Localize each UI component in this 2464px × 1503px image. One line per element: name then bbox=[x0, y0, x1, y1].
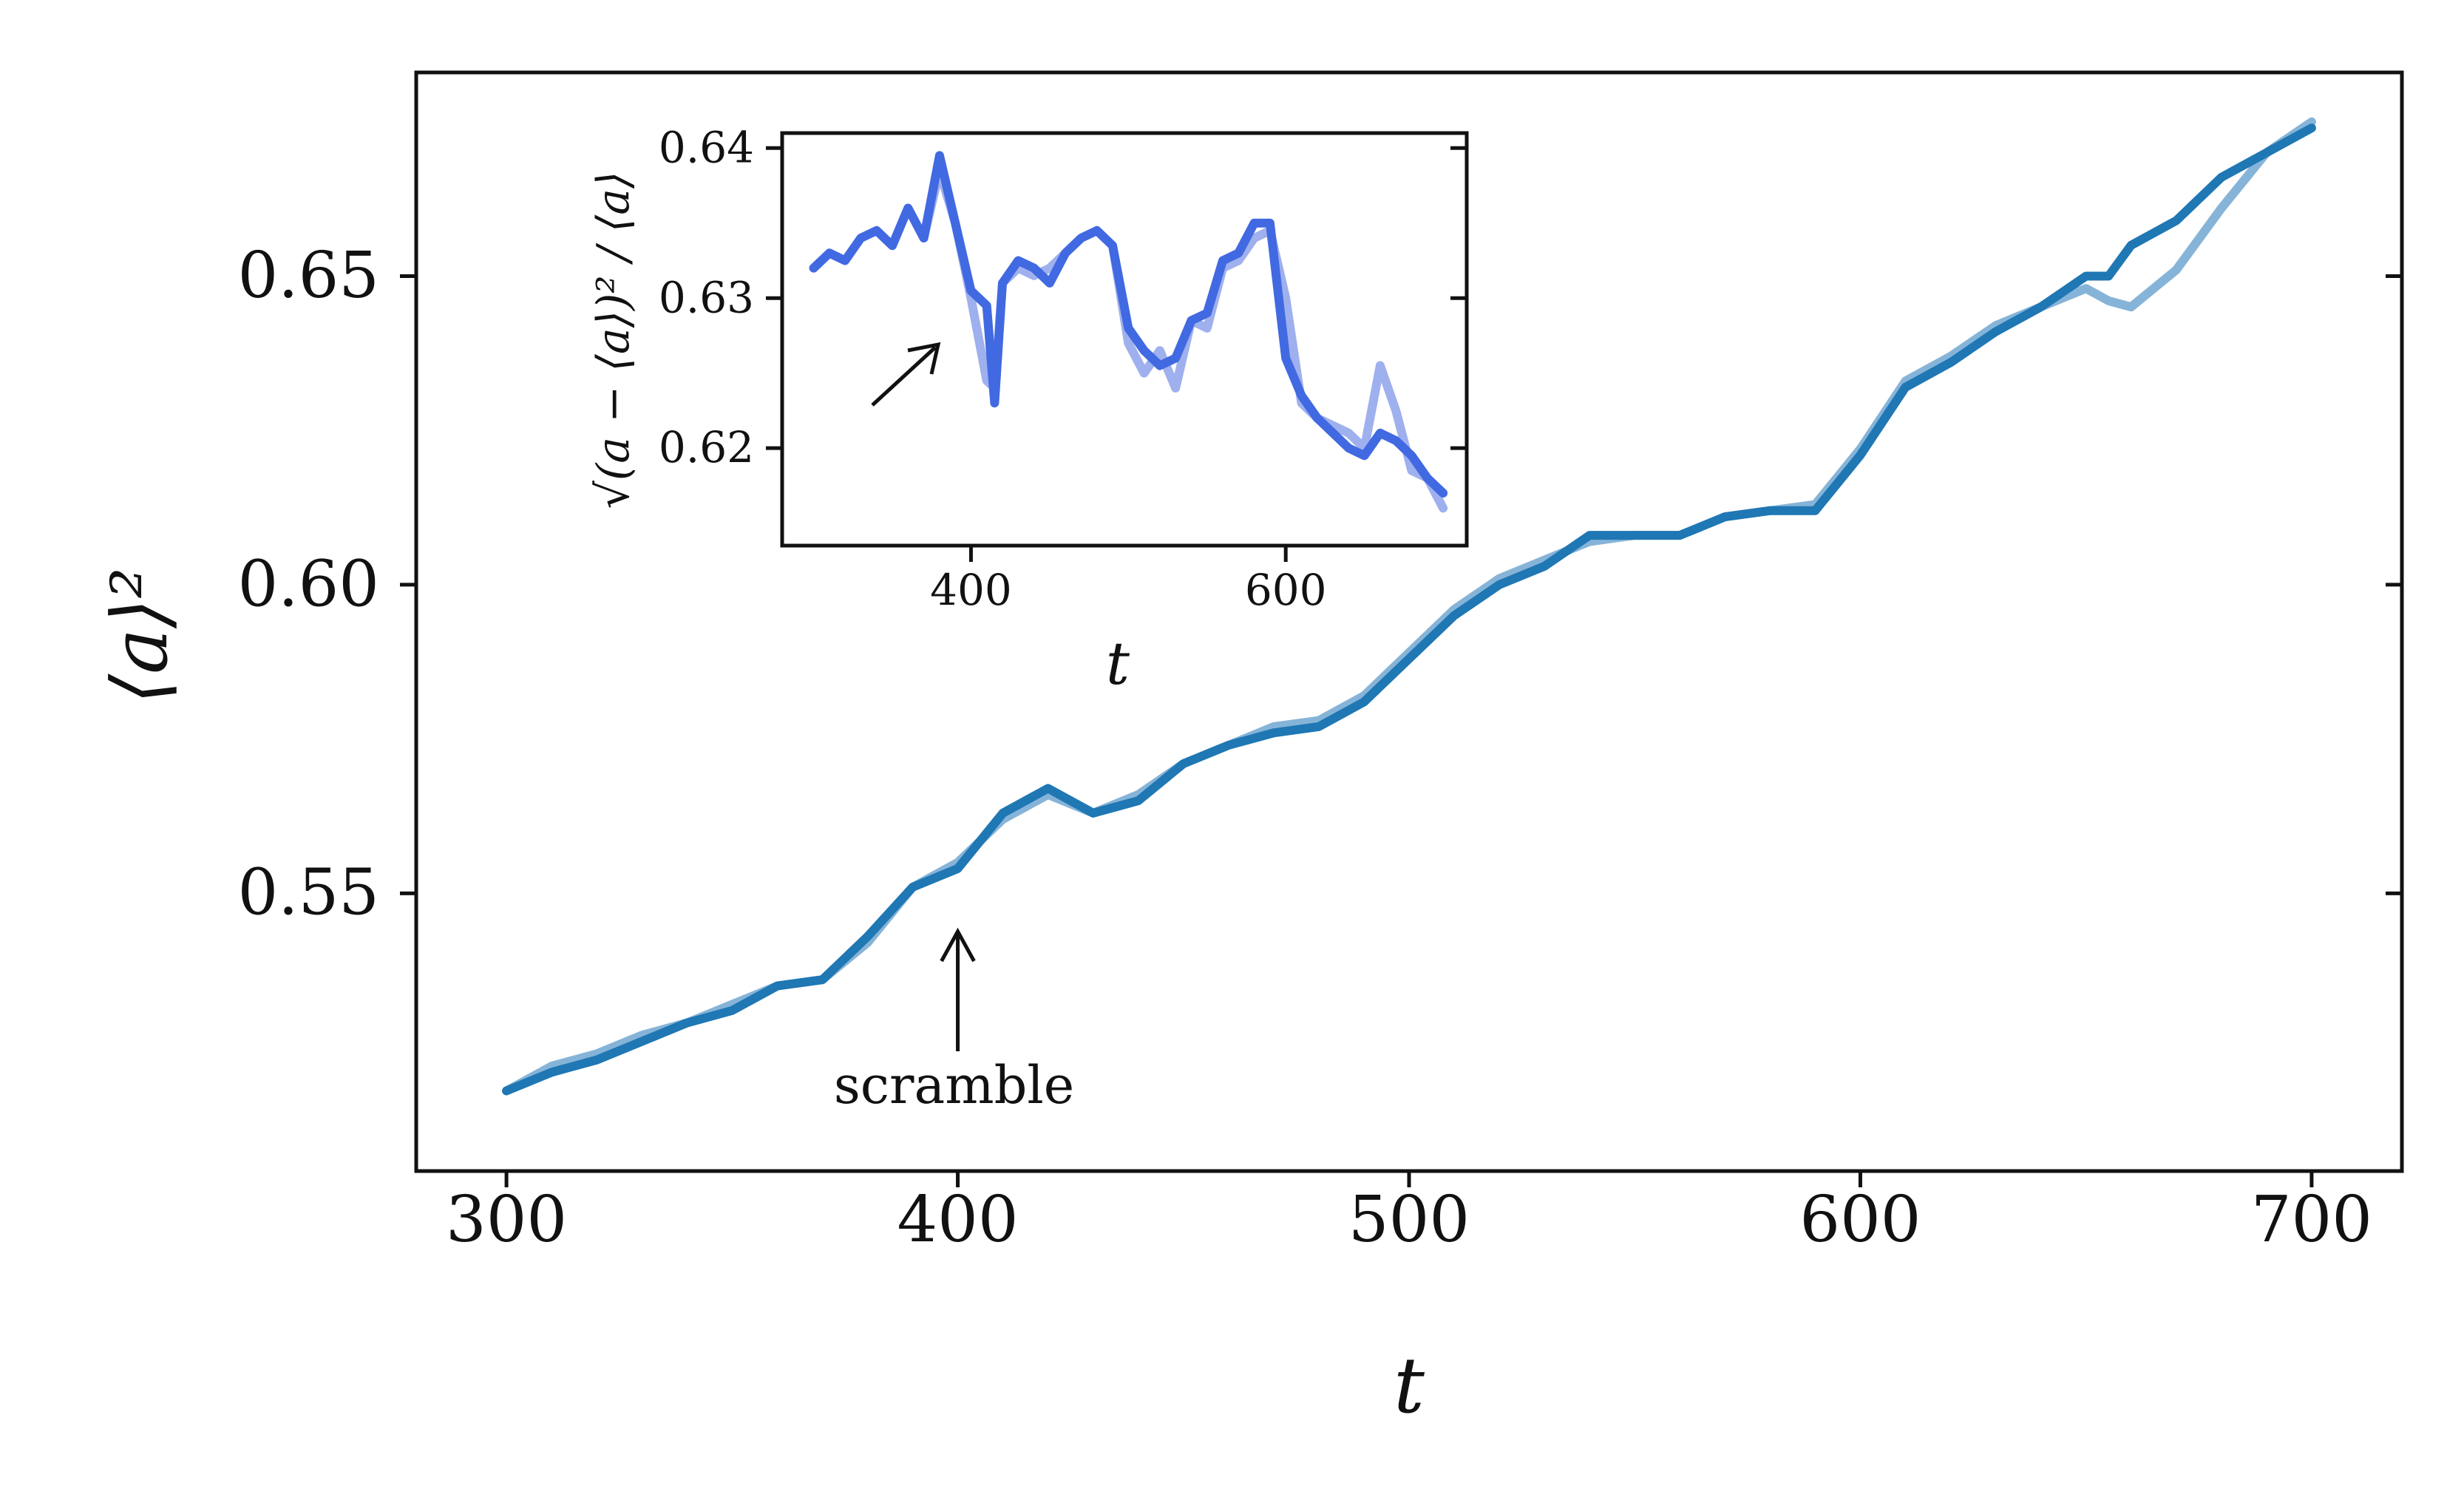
inset-y-tick-label: 0.63 bbox=[659, 272, 754, 322]
inset-arrow-head bbox=[907, 342, 941, 375]
inset-axes-frame bbox=[780, 131, 1469, 548]
main-y-tick-label: 0.60 bbox=[238, 547, 379, 621]
main-y-tick-label: 0.65 bbox=[238, 239, 379, 313]
main-x-tick-label: 400 bbox=[897, 1183, 1018, 1257]
main-series-line-dark bbox=[502, 123, 2316, 1096]
main-plot: 300 400 500 600 700 0.55 0.60 0.65 t ⟨a⟩² scram… bbox=[95, 70, 2404, 1431]
inset-ticks-group bbox=[766, 146, 1467, 562]
scramble-arrow-head bbox=[940, 927, 976, 963]
inset-ticklabels-group: 400 600 0.62 0.63 0.64 bbox=[659, 122, 1327, 615]
main-ticks-group bbox=[400, 274, 2402, 1187]
main-x-tick-label: 600 bbox=[1799, 1183, 1921, 1257]
main-x-tick-label: 700 bbox=[2251, 1183, 2372, 1257]
inset-series-group bbox=[809, 151, 1448, 513]
main-y-axis-title: ⟨a⟩² bbox=[95, 568, 185, 705]
main-x-tick-label: 500 bbox=[1348, 1183, 1470, 1257]
main-y-tick-label: 0.55 bbox=[238, 856, 379, 930]
inset-y-axis-title: √(a − ⟨a⟩)² / ⟨a⟩ bbox=[588, 172, 639, 509]
scramble-annotation: scramble bbox=[834, 927, 1074, 1116]
inset-arrow-shaft bbox=[871, 346, 937, 407]
inset-x-tick-label: 600 bbox=[1245, 565, 1327, 615]
inset-series-line-dark bbox=[809, 151, 1448, 498]
inset-x-tick-label: 400 bbox=[930, 565, 1012, 615]
inset-plot: 400 600 0.62 0.63 0.64 t √(a − ⟨a⟩)² / ⟨a⟩ bbox=[588, 122, 1469, 698]
scramble-label: scramble bbox=[834, 1055, 1074, 1116]
main-ticklabels-group: 300 400 500 600 700 0.55 0.60 0.65 bbox=[238, 239, 2372, 1257]
inset-arrow bbox=[871, 342, 941, 407]
main-series-group bbox=[502, 117, 2316, 1096]
inset-x-axis-title: t bbox=[1106, 629, 1130, 698]
inset-y-tick-label: 0.62 bbox=[659, 422, 754, 472]
inset-y-tick-label: 0.64 bbox=[659, 122, 754, 172]
main-x-axis-title: t bbox=[1394, 1340, 1425, 1431]
main-x-tick-label: 300 bbox=[446, 1183, 567, 1257]
